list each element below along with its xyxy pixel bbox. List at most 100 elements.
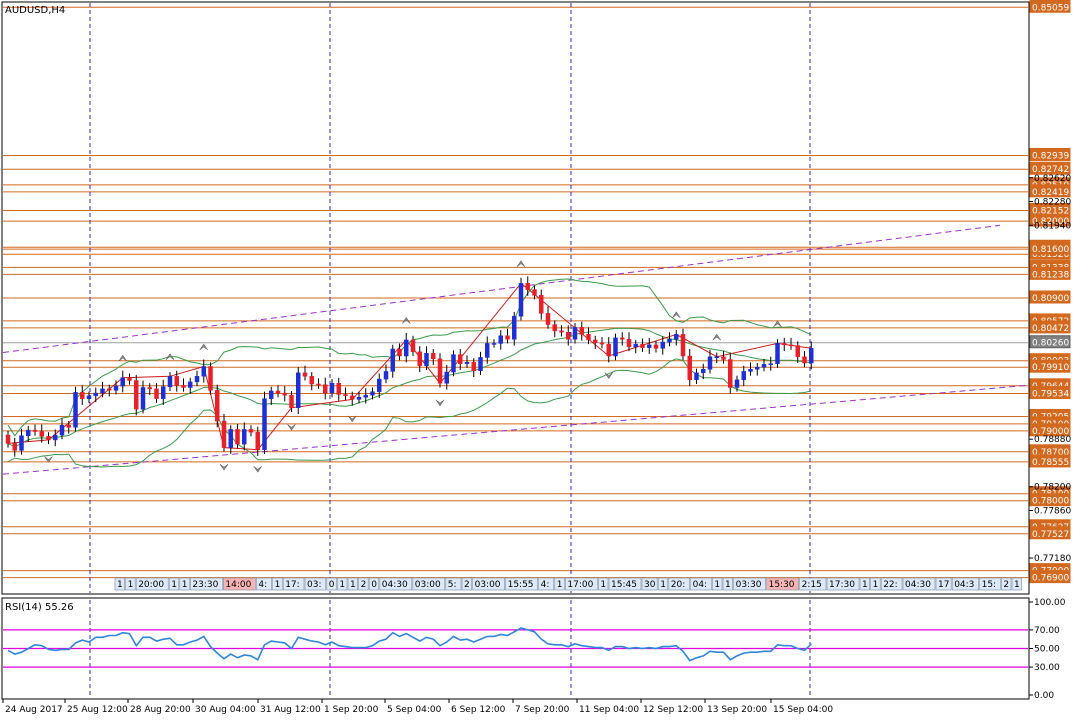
- bear-candle: [620, 337, 625, 340]
- strip-label: 22:: [883, 580, 897, 590]
- fractal-up: [712, 333, 721, 341]
- bull-candle: [93, 392, 98, 397]
- strip-label: 1: [557, 580, 563, 590]
- bull-candle: [140, 387, 146, 410]
- strip-label: 1: [350, 580, 356, 590]
- bear-candle: [728, 359, 733, 388]
- time-tick-label: 31 Aug 12:00: [260, 705, 321, 715]
- bear-candle: [208, 366, 213, 391]
- bear-candle: [215, 390, 220, 422]
- bear-candle: [505, 335, 510, 340]
- strip-cell: [598, 577, 609, 591]
- strip-label: 2: [1003, 580, 1009, 590]
- trend-channel: [2, 224, 1028, 475]
- horizontal-levels: [3, 6, 1028, 579]
- bull-candle: [761, 364, 767, 368]
- bull-candle: [660, 341, 665, 349]
- strip-cell: [668, 577, 690, 591]
- time-tick-label: 25 Aug 12:00: [67, 705, 128, 715]
- bear-candle: [525, 283, 530, 290]
- bull-candle: [464, 362, 470, 364]
- bear-candle: [12, 443, 17, 451]
- bear-candle: [248, 429, 254, 433]
- time-tick-label: 13 Sep 20:00: [707, 705, 767, 715]
- bear-candle: [397, 348, 402, 357]
- level-price-label-box: [1029, 147, 1071, 161]
- rsi-tick-label: 70.00: [1034, 626, 1060, 636]
- bull-candle: [572, 327, 578, 340]
- bear-candle: [626, 338, 632, 348]
- fractal-up: [165, 353, 175, 360]
- rsi-tick-label: 30.00: [1034, 663, 1060, 673]
- bull-candle: [809, 348, 814, 364]
- strip-cell: [1011, 577, 1022, 591]
- bear-candle: [593, 339, 598, 343]
- level-price-label: 0.82000: [1032, 217, 1069, 227]
- fractal-down: [435, 399, 445, 407]
- rsi-axis: 100.00 70.00 50.00 30.00 0.00: [1029, 598, 1066, 701]
- strip-cell: [256, 577, 272, 591]
- level-price-label: 0.76900: [1032, 574, 1069, 584]
- bear-candle: [782, 343, 787, 346]
- bull-candle: [647, 344, 652, 348]
- channel-lower: [2, 384, 1028, 475]
- strip-label: 04:: [693, 580, 707, 590]
- bull-candle: [26, 429, 31, 436]
- strip-label: 17:30: [829, 580, 855, 590]
- bull-candle: [667, 338, 672, 343]
- level-price-label: 0.82939: [1032, 151, 1069, 161]
- bull-candle: [242, 429, 247, 445]
- bull-candle: [167, 376, 173, 388]
- bear-candle: [795, 345, 800, 357]
- bull-candle: [714, 356, 719, 358]
- strip-label: 1: [873, 580, 879, 590]
- time-tick-label: 1 Sep 20:00: [324, 705, 379, 715]
- bull-candle: [53, 434, 58, 441]
- bear-candle: [559, 330, 564, 333]
- strip-cell: [870, 577, 881, 591]
- strip-cell: [445, 577, 462, 591]
- bull-candle: [86, 395, 92, 399]
- bear-candle: [127, 377, 132, 381]
- strip-label: 2: [361, 580, 367, 590]
- bear-candle: [539, 294, 544, 314]
- bear-candle: [134, 380, 139, 410]
- bull-candle: [370, 391, 375, 396]
- bollinger-bands: [7, 278, 812, 468]
- strip-label: 15:30: [769, 580, 795, 590]
- bear-candle: [154, 388, 159, 399]
- strip-cell: [538, 577, 555, 591]
- strip-label: 20:: [671, 580, 685, 590]
- bear-candle: [640, 343, 645, 348]
- strip-label: 17: [938, 580, 949, 590]
- level-price-label-box: [1029, 184, 1071, 198]
- strip-label: 15:45: [611, 580, 637, 590]
- bear-candle: [586, 334, 591, 341]
- strip-cell: [766, 577, 799, 591]
- fractal-up: [199, 343, 208, 351]
- bull-candle: [356, 397, 362, 400]
- bear-candle: [599, 342, 605, 345]
- level-price-label: 0.79534: [1032, 389, 1069, 399]
- rsi-tick-label: 100.00: [1034, 598, 1066, 608]
- fractal-down: [253, 466, 262, 473]
- bear-candle: [458, 354, 463, 364]
- bear-candle: [32, 429, 38, 432]
- bull-candle: [383, 371, 389, 380]
- strip-label: 17:: [285, 580, 299, 590]
- strip-label: 03:: [307, 580, 321, 590]
- bear-candle: [39, 431, 44, 437]
- band-upper: [7, 278, 812, 437]
- strip-label: 15:55: [508, 580, 534, 590]
- bull-candle: [518, 283, 524, 317]
- strip-cell: [859, 577, 870, 591]
- level-price-label-box: [1029, 266, 1071, 280]
- rsi-title-label: RSI(14) 55.26: [5, 602, 74, 613]
- time-tick-label: 15 Sep 04:00: [773, 705, 833, 715]
- strip-cell: [190, 577, 223, 591]
- bull-candle: [363, 394, 368, 398]
- time-tick-label: 12 Sep 12:00: [643, 705, 703, 715]
- strip-cell: [282, 577, 305, 591]
- strip-cell: [951, 577, 979, 591]
- time-tick-label: 6 Sep 12:00: [451, 705, 506, 715]
